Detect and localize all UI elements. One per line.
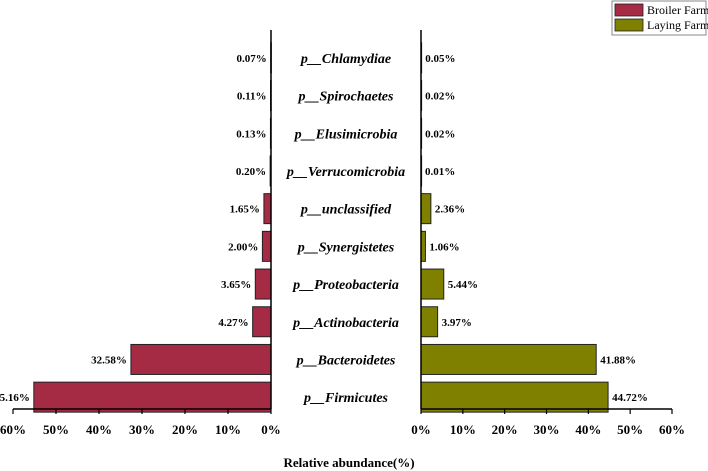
laying-value-label: 0.01% <box>425 166 455 178</box>
broiler-value-label: 0.20% <box>236 166 266 178</box>
axes: 60% 50% 40% 30% 20% 10% 0% 0% 10% 20% 30% 40% 50% 60% <box>0 30 685 437</box>
category-labels: p__Chlamydiae p__Spirochaetes p__Elusimicr… <box>286 52 405 406</box>
laying-value-label: 3.97% <box>442 317 472 329</box>
broiler-bar <box>263 193 272 225</box>
legend-swatch <box>614 3 644 17</box>
laying-bar <box>420 343 597 375</box>
laying-value-label: 44.72% <box>612 392 648 404</box>
broiler-value-label: 2.00% <box>228 241 258 253</box>
broiler-bars: 0.07% 0.11% 0.13% 0.20% 1.65% 2.00% 3.65% 4.27%… <box>0 42 272 413</box>
category-label: p__Spirochaetes <box>298 90 394 105</box>
broiler-value-label: 55.16% <box>0 392 30 404</box>
laying-value-label: 5.44% <box>448 279 478 291</box>
right-tick-label: 20% <box>492 422 518 437</box>
legend-label: Broiler Farm <box>647 3 708 17</box>
right-tick-label: 50% <box>617 422 643 437</box>
left-tick-label: 60% <box>0 422 26 437</box>
broiler-bar <box>33 381 272 413</box>
right-tick-label: 10% <box>450 422 476 437</box>
laying-bar <box>420 268 445 300</box>
laying-value-label: 1.06% <box>429 241 459 253</box>
laying-value-label: 0.02% <box>425 91 455 103</box>
broiler-value-label: 32.58% <box>91 354 127 366</box>
category-label: p__Chlamydiae <box>300 52 391 67</box>
laying-value-label: 0.05% <box>425 53 455 65</box>
legend-label: Laying Farm <box>647 18 708 32</box>
broiler-value-label: 0.11% <box>237 91 267 103</box>
left-tick-label: 0% <box>261 422 281 437</box>
right-tick-label: 40% <box>575 422 601 437</box>
broiler-value-label: 3.65% <box>221 279 251 291</box>
broiler-bar <box>254 268 272 300</box>
category-label: p__Elusimicrobia <box>294 127 398 142</box>
category-label: p__Proteobacteria <box>292 278 399 293</box>
category-label: p__Verrucomicrobia <box>286 165 405 180</box>
left-tick-label: 20% <box>172 422 198 437</box>
broiler-value-label: 0.07% <box>236 53 266 65</box>
left-tick-label: 30% <box>129 422 155 437</box>
laying-bar <box>420 306 439 338</box>
left-tick-label: 50% <box>43 422 69 437</box>
laying-bars: 0.05% 0.02% 0.02% 0.01% 2.36% 1.06% 5.44% 3.97%… <box>420 42 648 413</box>
laying-value-label: 41.88% <box>600 354 636 366</box>
category-label: p__Firmicutes <box>303 391 389 406</box>
category-label: p__Synergistetes <box>297 240 395 255</box>
broiler-value-label: 1.65% <box>230 204 260 216</box>
broiler-value-label: 0.13% <box>236 128 266 140</box>
category-label: p__Actinobacteria <box>292 316 399 331</box>
left-tick-label: 10% <box>215 422 241 437</box>
category-label: p__Bacteroidetes <box>296 353 396 368</box>
laying-value-label: 2.36% <box>435 204 465 216</box>
laying-bar <box>420 193 432 225</box>
right-tick-label: 60% <box>659 422 685 437</box>
right-tick-label: 0% <box>411 422 431 437</box>
broiler-bar <box>130 343 272 375</box>
legend-swatch <box>614 18 644 32</box>
x-axis-label: Relative abundance(%) <box>283 455 414 470</box>
laying-value-label: 0.02% <box>425 128 455 140</box>
broiler-value-label: 4.27% <box>218 317 248 329</box>
category-label: p__unclassified <box>300 203 392 218</box>
laying-bar <box>420 381 609 413</box>
broiler-bar <box>252 306 272 338</box>
broiler-bar <box>261 230 272 262</box>
right-tick-label: 30% <box>534 422 560 437</box>
left-tick-label: 40% <box>86 422 112 437</box>
